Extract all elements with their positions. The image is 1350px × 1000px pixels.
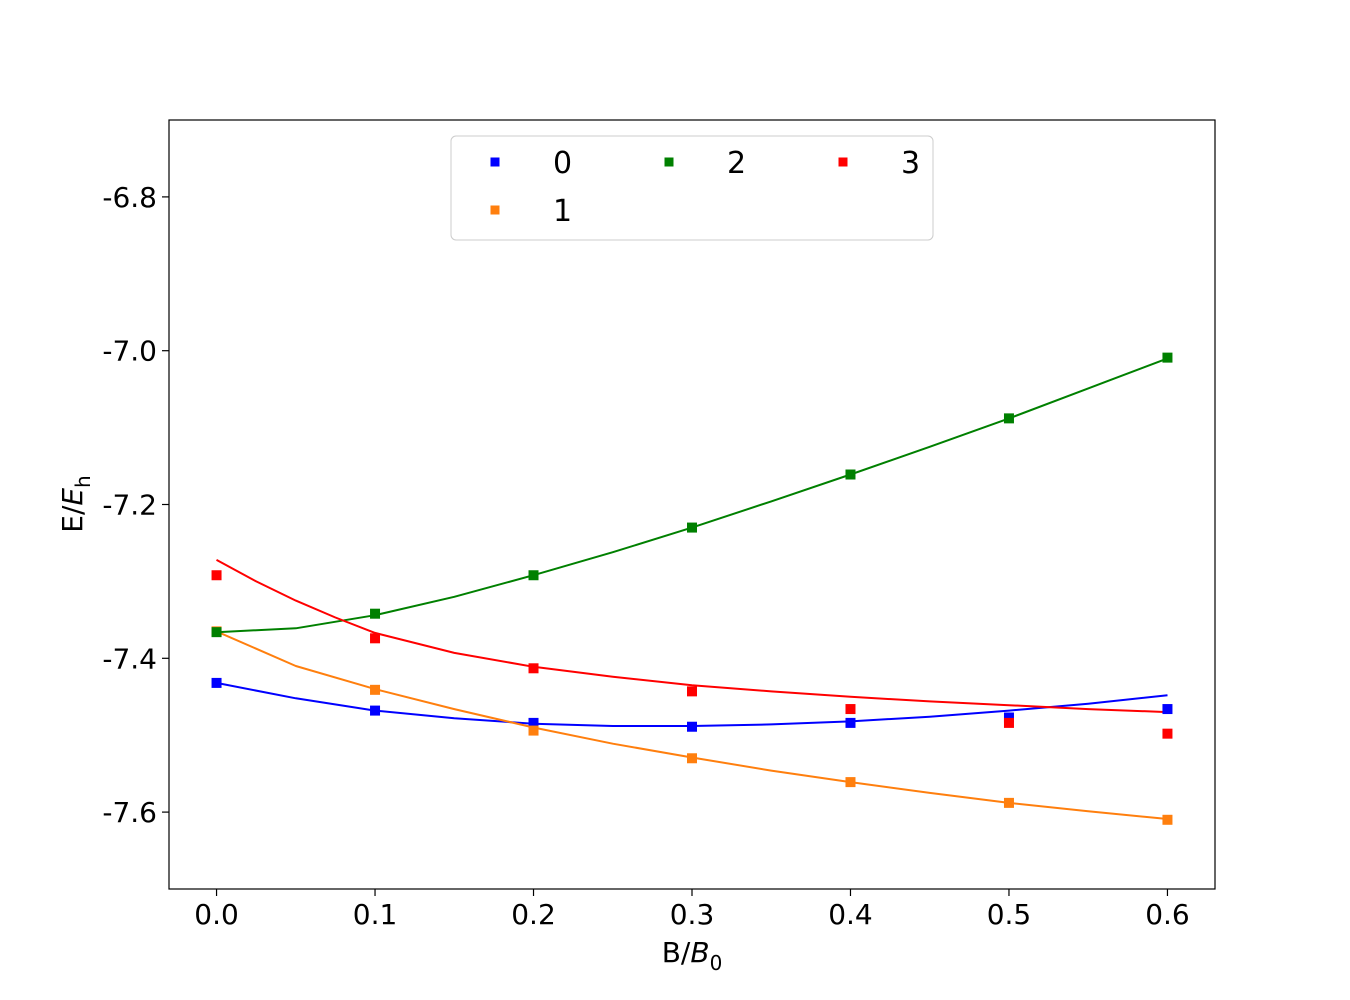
y-axis: -6.8 -7.0 -7.2 -7.4 -7.6: [102, 181, 169, 829]
data-point-series-1: [1162, 814, 1173, 825]
x-tick-label: 0.5: [987, 898, 1032, 931]
data-point-series-3: [370, 633, 381, 644]
legend: 0 1 2 3: [450, 135, 934, 241]
y-tick-label: -7.4: [102, 642, 157, 675]
y-tick-label: -7.6: [102, 796, 157, 829]
data-point-series-1: [687, 753, 697, 764]
x-axis: 0.0 0.1 0.2 0.3 0.4 0.5 0.6: [194, 889, 1190, 931]
data-point-series-3: [687, 686, 697, 697]
data-point-series-3: [845, 704, 856, 715]
data-point-series-2: [687, 522, 697, 533]
data-point-series-2: [211, 627, 222, 638]
y-axis-label: E/Eh: [56, 475, 95, 533]
x-tick-label: 0.4: [828, 898, 873, 931]
x-axis-label: B/B0: [662, 936, 723, 975]
fit-curve-series-3: [216, 559, 1168, 714]
y-tick-label: -7.2: [102, 489, 157, 522]
x-tick-label: 0.6: [1145, 898, 1190, 931]
legend-label-series-1: 1: [553, 194, 572, 229]
legend-label-series-0: 0: [553, 146, 572, 181]
data-point-series-0: [370, 705, 381, 716]
data-point-series-0: [528, 717, 539, 728]
data-point-series-3: [1162, 728, 1173, 739]
data-point-series-0: [687, 721, 697, 732]
data-point-series-2: [1162, 352, 1173, 363]
data-point-series-2: [1003, 413, 1014, 424]
data-markers: [211, 352, 1173, 825]
legend-label-series-2: 2: [727, 146, 746, 181]
y-tick-label: -6.8: [102, 181, 157, 214]
legend-marker-series-2: [664, 157, 674, 167]
data-point-series-3: [528, 663, 539, 674]
x-tick-label: 0.2: [511, 898, 556, 931]
legend-box: [450, 135, 934, 241]
data-point-series-0: [845, 717, 856, 728]
legend-marker-series-1: [490, 205, 500, 215]
x-tick-label: 0.1: [353, 898, 398, 931]
data-point-series-3: [1003, 717, 1014, 728]
data-point-series-1: [845, 777, 856, 788]
data-point-series-0: [211, 677, 222, 688]
data-point-series-0: [1162, 704, 1173, 715]
data-point-series-2: [370, 608, 381, 619]
legend-label-series-3: 3: [901, 146, 920, 181]
data-point-series-0: [1003, 712, 1014, 723]
data-point-series-2: [845, 469, 856, 480]
legend-marker-series-3: [838, 157, 848, 167]
x-tick-label: 0.0: [194, 898, 239, 931]
data-point-series-3: [211, 570, 222, 581]
data-point-series-1: [528, 725, 539, 736]
data-point-series-2: [528, 570, 539, 581]
x-tick-label: 0.3: [670, 898, 715, 931]
data-point-series-1: [1003, 797, 1014, 808]
y-tick-label: -7.0: [102, 335, 157, 368]
legend-marker-series-0: [490, 157, 500, 167]
data-point-series-1: [370, 684, 381, 695]
